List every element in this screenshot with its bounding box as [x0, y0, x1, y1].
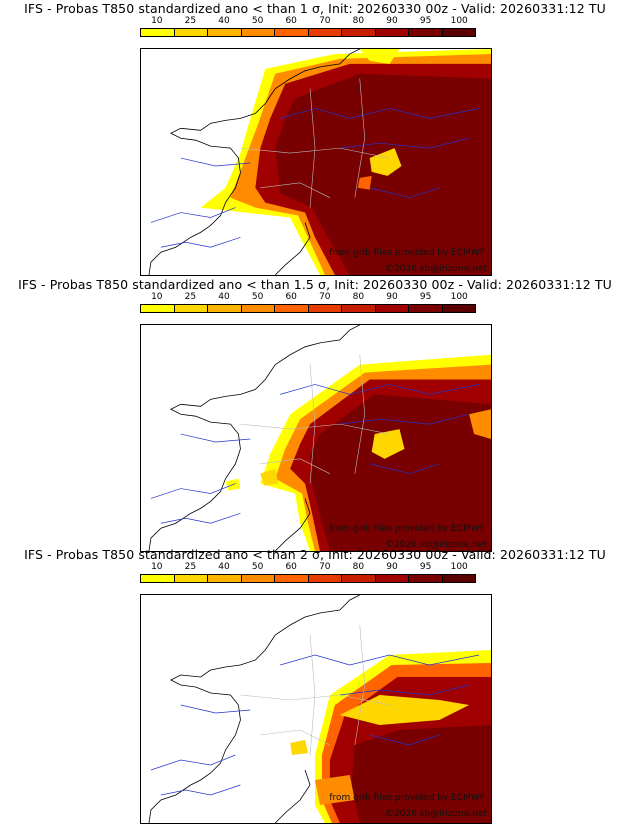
map-svg: [148, 49, 491, 275]
tick-label: 95: [419, 562, 432, 572]
tick-label: 80: [352, 292, 365, 302]
colorbar-segment: [375, 305, 409, 312]
tick-label: 25: [184, 16, 197, 26]
tick-label: 50: [251, 292, 264, 302]
tick-label: 80: [352, 562, 365, 572]
colorbar-segment: [174, 575, 208, 582]
colorbar-segment: [308, 29, 342, 36]
probability-field: [225, 354, 491, 551]
colorbar-segment: [375, 29, 409, 36]
colorbar-segment: [275, 575, 309, 582]
colorbar-segment: [409, 575, 443, 582]
tick-label: 70: [319, 562, 331, 572]
panel-title: IFS - Probas T850 standardized ano < tha…: [24, 547, 606, 562]
colorbar: [140, 28, 476, 37]
colorbar-segment: [442, 29, 475, 36]
copyright-credit: ©2026 sb@irizone.net: [385, 264, 487, 274]
colorbar-segment: [342, 29, 376, 36]
coastline: [148, 49, 360, 275]
panel-title: IFS - Probas T850 standardized ano < tha…: [18, 277, 612, 292]
tick-label: 100: [450, 562, 468, 572]
tick-label: 50: [251, 562, 264, 572]
colorbar-segment: [308, 305, 342, 312]
colorbar-segment: [442, 575, 475, 582]
probability-map: from grib files provided by ECMWF ©2026 …: [140, 594, 492, 824]
coastline: [274, 498, 311, 551]
tick-label: 10: [151, 292, 163, 302]
probability-field: [200, 49, 491, 275]
tick-label: 40: [218, 16, 230, 26]
copyright-credit: ©2026 sb@irizone.net: [385, 540, 487, 550]
rivers: [150, 384, 480, 524]
source-credit: from grib files provided by ECMWF: [329, 524, 485, 534]
colorbar: [140, 304, 476, 313]
colorbar-segment: [409, 305, 443, 312]
coastline: [274, 769, 311, 823]
tick-label: 60: [285, 562, 297, 572]
rivers: [150, 108, 480, 248]
tick-label: 90: [386, 16, 398, 26]
colorbar-segment: [174, 305, 208, 312]
map-panel-3: IFS - Probas T850 standardized ano < tha…: [0, 546, 630, 824]
colorbar-segment: [241, 575, 275, 582]
source-credit: from grib files provided by ECMWF: [329, 793, 485, 803]
map-svg: [148, 595, 491, 823]
coastline: [274, 222, 311, 275]
tick-label: 80: [352, 16, 365, 26]
colorbar: [140, 574, 476, 583]
colorbar-segment: [141, 575, 175, 582]
colorbar-segment: [208, 305, 242, 312]
coastline: [148, 595, 360, 823]
borders: [240, 624, 390, 756]
borders: [240, 78, 390, 208]
probability-field: [290, 650, 491, 823]
panel-title: IFS - Probas T850 standardized ano < tha…: [24, 1, 606, 16]
tick-label: 25: [184, 562, 197, 572]
tick-label: 60: [285, 292, 297, 302]
tick-label: 60: [285, 16, 297, 26]
tick-label: 100: [450, 292, 468, 302]
colorbar-segment: [141, 305, 175, 312]
tick-label: 10: [151, 16, 163, 26]
borders: [240, 354, 390, 484]
colorbar-segment: [308, 575, 342, 582]
probability-map: from grib files provided by ECMWF ©2026 …: [140, 324, 492, 552]
tick-label: 95: [419, 292, 432, 302]
map-svg: [148, 325, 491, 551]
colorbar-segment: [442, 305, 475, 312]
tick-label: 10: [151, 562, 163, 572]
colorbar-segment: [275, 305, 309, 312]
copyright-credit: ©2026 sb@irizone.net: [385, 809, 487, 819]
colorbar-ticks: 10 25 40 50 60 70 80 90 95 100: [140, 16, 476, 27]
map-panel-2: IFS - Probas T850 standardized ano < tha…: [0, 276, 630, 552]
tick-label: 90: [386, 562, 398, 572]
rivers: [150, 654, 480, 796]
map-panel-1: IFS - Probas T850 standardized ano < tha…: [0, 0, 630, 276]
tick-label: 95: [419, 16, 432, 26]
tick-label: 25: [184, 292, 197, 302]
colorbar-segment: [342, 575, 376, 582]
coastline: [148, 325, 360, 551]
colorbar-segment: [275, 29, 309, 36]
tick-label: 70: [319, 292, 331, 302]
tick-label: 90: [386, 292, 398, 302]
tick-label: 70: [319, 16, 331, 26]
tick-label: 50: [251, 16, 264, 26]
colorbar-segment: [241, 305, 275, 312]
colorbar-segment: [174, 29, 208, 36]
colorbar-segment: [208, 575, 242, 582]
colorbar-segment: [141, 29, 175, 36]
tick-label: 100: [450, 16, 468, 26]
colorbar-ticks: 10 25 40 50 60 70 80 90 95 100: [140, 562, 476, 573]
colorbar-segment: [409, 29, 443, 36]
colorbar-ticks: 10 25 40 50 60 70 80 90 95 100: [140, 292, 476, 303]
colorbar-segment: [342, 305, 376, 312]
probability-map: from grib files provided by ECMWF ©2026 …: [140, 48, 492, 276]
colorbar-segment: [241, 29, 275, 36]
tick-label: 40: [218, 562, 230, 572]
colorbar-segment: [208, 29, 242, 36]
colorbar-segment: [375, 575, 409, 582]
tick-label: 40: [218, 292, 230, 302]
source-credit: from grib files provided by ECMWF: [329, 248, 485, 258]
